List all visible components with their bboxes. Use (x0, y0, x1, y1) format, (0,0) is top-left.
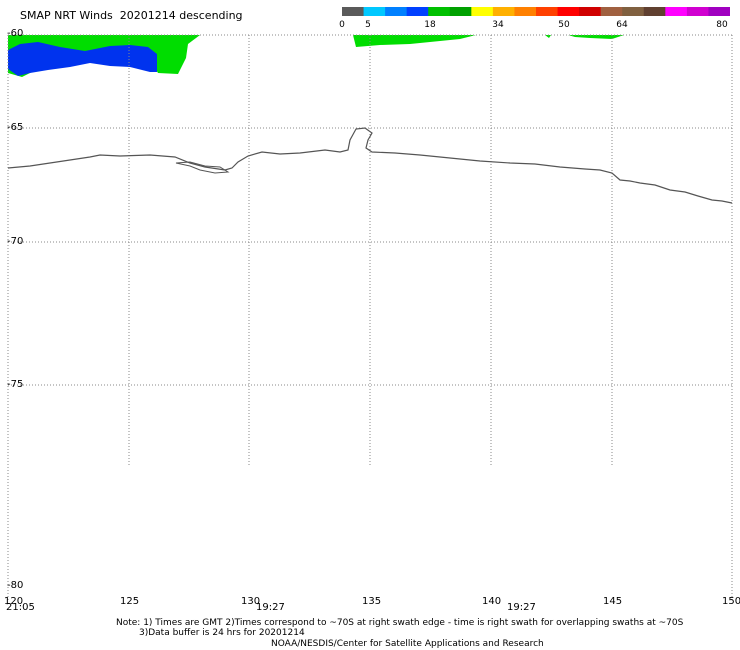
colorbar-segment (514, 7, 537, 16)
antarctic-coastline (7, 127, 733, 204)
wind-swath-green-center (353, 35, 476, 47)
map-grid (8, 35, 733, 465)
colorbar-segment (579, 7, 602, 16)
colorbar-segment (428, 7, 451, 16)
colorbar-tick-label: 34 (492, 20, 504, 30)
colorbar-segment (600, 7, 623, 16)
colorbar-segment (342, 7, 365, 16)
colorbar-segment (536, 7, 559, 16)
footer-note-line1: Note: 1) Times are GMT 2)Times correspon… (116, 618, 684, 628)
footer-note-line2: 3)Data buffer is 24 hrs for 20201214 (139, 628, 305, 638)
colorbar-segment (557, 7, 580, 16)
wind-speed-colorbar (342, 7, 730, 16)
colorbar-segment (385, 7, 408, 16)
colorbar-segment (622, 7, 645, 16)
colorbar-segment (471, 7, 494, 16)
colorbar-segment (686, 7, 709, 16)
colorbar-tick-label: 0 (339, 20, 345, 30)
time-label-3: 19:27 (507, 602, 536, 613)
lat-label-65: -65 (7, 122, 24, 133)
colorbar-tick-label: 64 (616, 20, 628, 30)
lat-label-80: -80 (7, 580, 24, 591)
wind-swath-green-right (545, 35, 624, 39)
colorbar-tick-label: 50 (558, 20, 570, 30)
colorbar-tick-label: 80 (716, 20, 728, 30)
footer-credit: NOAA/NESDIS/Center for Satellite Applica… (271, 639, 544, 649)
time-label-2: 19:27 (256, 602, 285, 613)
colorbar-segment (449, 7, 472, 16)
time-label-1: 21:05 (6, 602, 35, 613)
lon-label-130: 130 (241, 596, 261, 607)
map-title: SMAP NRT Winds 20201214 descending (20, 9, 243, 22)
colorbar-tick-label: 18 (424, 20, 436, 30)
lon-label-140: 140 (482, 596, 502, 607)
lon-label-120: 120 (4, 596, 24, 607)
lon-label-150: 150 (722, 596, 740, 607)
colorbar-segment (406, 7, 429, 16)
coastline-loop (175, 161, 230, 174)
lon-label-145: 145 (603, 596, 623, 607)
lon-label-135: 135 (362, 596, 382, 607)
colorbar-tick-label: 5 (365, 20, 371, 30)
map-plot (7, 34, 733, 600)
lat-label-70: -70 (7, 236, 24, 247)
lon-label-125: 125 (120, 596, 140, 607)
colorbar-segment (665, 7, 688, 16)
colorbar-segment (708, 7, 730, 16)
colorbar-segment (643, 7, 666, 16)
colorbar-segment (492, 7, 515, 16)
colorbar-segment (363, 7, 386, 16)
lat-label-75: -75 (7, 379, 24, 390)
lat-label-60: -60 (7, 28, 24, 39)
wind-swath-blue-left (8, 42, 157, 76)
